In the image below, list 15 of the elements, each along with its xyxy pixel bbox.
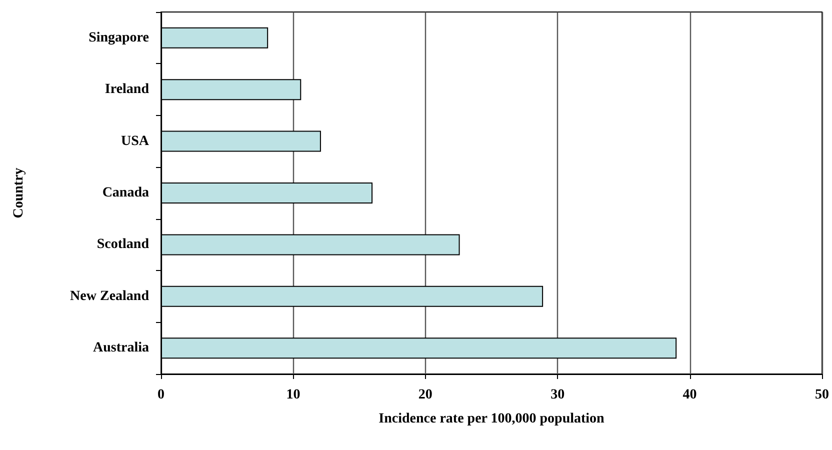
y-tick-label: USA <box>120 134 150 149</box>
y-tick-label: Ireland <box>104 82 150 98</box>
y-tick-label: Australia <box>93 340 149 356</box>
x-tick-label: 0 <box>158 388 164 402</box>
x-axis-title: Incidence rate per 100,000 population <box>378 412 605 426</box>
x-tick-label: 10 <box>286 388 300 402</box>
y-tick-label: Canada <box>102 186 149 200</box>
x-tick-label: 20 <box>418 388 432 402</box>
x-tick-label: 50 <box>815 388 829 402</box>
y-tick-label: New Zealand <box>70 288 150 304</box>
x-tick-label: 30 <box>550 388 565 402</box>
x-tick-label: 40 <box>682 388 697 402</box>
y-axis-title: Country <box>12 168 26 218</box>
y-tick-label: Scotland <box>96 237 150 252</box>
y-tick-label: Singapore <box>88 30 149 46</box>
